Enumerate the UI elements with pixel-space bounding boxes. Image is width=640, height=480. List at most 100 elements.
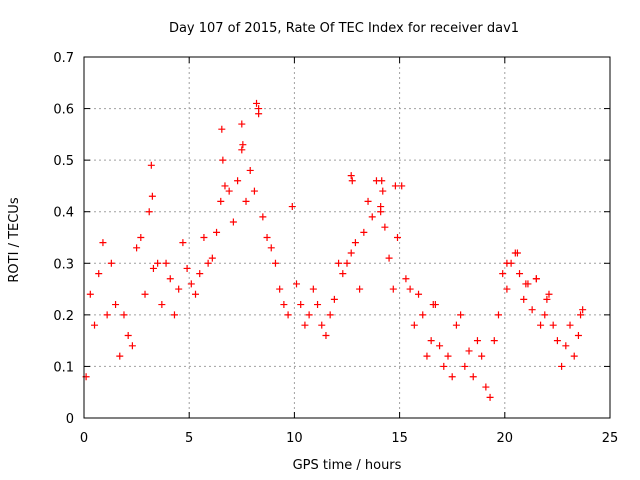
data-point [482,383,490,391]
data-point [91,321,99,329]
data-point [423,352,431,360]
data-point [494,311,502,319]
data-point [377,208,385,216]
data-point [149,264,157,272]
data-point [221,182,229,190]
data-point [225,187,233,195]
data-point [242,197,250,205]
data-point [389,285,397,293]
y-tick-label: 0.3 [53,257,74,272]
data-point [406,285,414,293]
data-point [364,197,372,205]
data-point [379,187,387,195]
y-tick-label: 0.1 [53,360,74,375]
data-point [368,213,376,221]
data-point [301,321,309,329]
data-point [192,290,200,298]
data-point [427,337,435,345]
data-point [356,285,364,293]
data-point [267,244,275,252]
data-point [415,290,423,298]
data-point [579,306,587,314]
data-point [490,337,498,345]
data-point [549,321,557,329]
y-tick-label: 0.5 [53,154,74,169]
data-point [239,141,247,149]
data-point [158,301,166,309]
data-point [478,352,486,360]
data-point [378,177,386,185]
y-tick-label: 0.4 [53,206,74,221]
data-point [448,373,456,381]
data-point [347,172,355,180]
data-point [133,244,141,252]
data-point [250,187,258,195]
y-axis: 0 0.1 0.2 0.3 0.4 0.5 0.6 0.7 [53,51,610,427]
data-point [234,177,242,185]
data-point [452,321,460,329]
data-point [360,228,368,236]
data-point [522,280,530,288]
data-point [461,362,469,370]
data-point [499,270,507,278]
x-tick-label: 20 [497,431,514,446]
x-tick-label: 5 [185,431,193,446]
data-point [196,270,204,278]
data-point [532,275,540,283]
data-point [440,362,448,370]
data-point [297,301,305,309]
data-points [82,99,587,401]
data-point [116,352,124,360]
data-point [271,259,279,267]
grid [84,57,610,418]
x-tick-label: 15 [391,431,408,446]
data-point [95,270,103,278]
data-point [137,234,145,241]
data-point [541,311,549,319]
data-point [391,182,399,190]
data-point [473,337,481,345]
data-point [280,301,288,309]
data-point [520,295,528,303]
x-axis-title: GPS time / hours [293,458,402,473]
data-point [429,301,437,309]
data-point [322,331,330,339]
data-point [402,275,410,283]
data-point [103,311,111,319]
data-point [457,311,465,319]
data-point [343,259,351,267]
y-tick-label: 0.2 [53,309,74,324]
data-point [381,223,389,231]
data-point [219,156,227,164]
data-point [175,285,183,293]
data-point [314,301,322,309]
y-tick-label: 0 [66,412,74,427]
data-point [166,275,174,283]
data-point [348,177,356,185]
data-point [86,290,94,298]
data-point [253,99,261,107]
data-point [217,197,225,205]
data-point [183,264,191,272]
data-point [558,362,566,370]
data-point [213,228,221,236]
data-point [486,393,494,401]
data-point [393,234,401,241]
data-point [154,259,162,267]
data-point [200,234,208,241]
data-point [246,166,254,174]
data-point [574,331,582,339]
data-point [335,259,343,267]
data-point [566,321,574,329]
data-point [218,125,226,133]
plot-frame [83,56,611,419]
data-point [128,342,136,350]
x-tick-label: 10 [286,431,303,446]
data-point [170,311,178,319]
data-point [162,259,170,267]
data-point [145,208,153,216]
data-point [465,347,473,355]
x-tick-label: 0 [80,431,88,446]
data-point [330,295,338,303]
y-tick-label: 0.7 [53,51,74,66]
